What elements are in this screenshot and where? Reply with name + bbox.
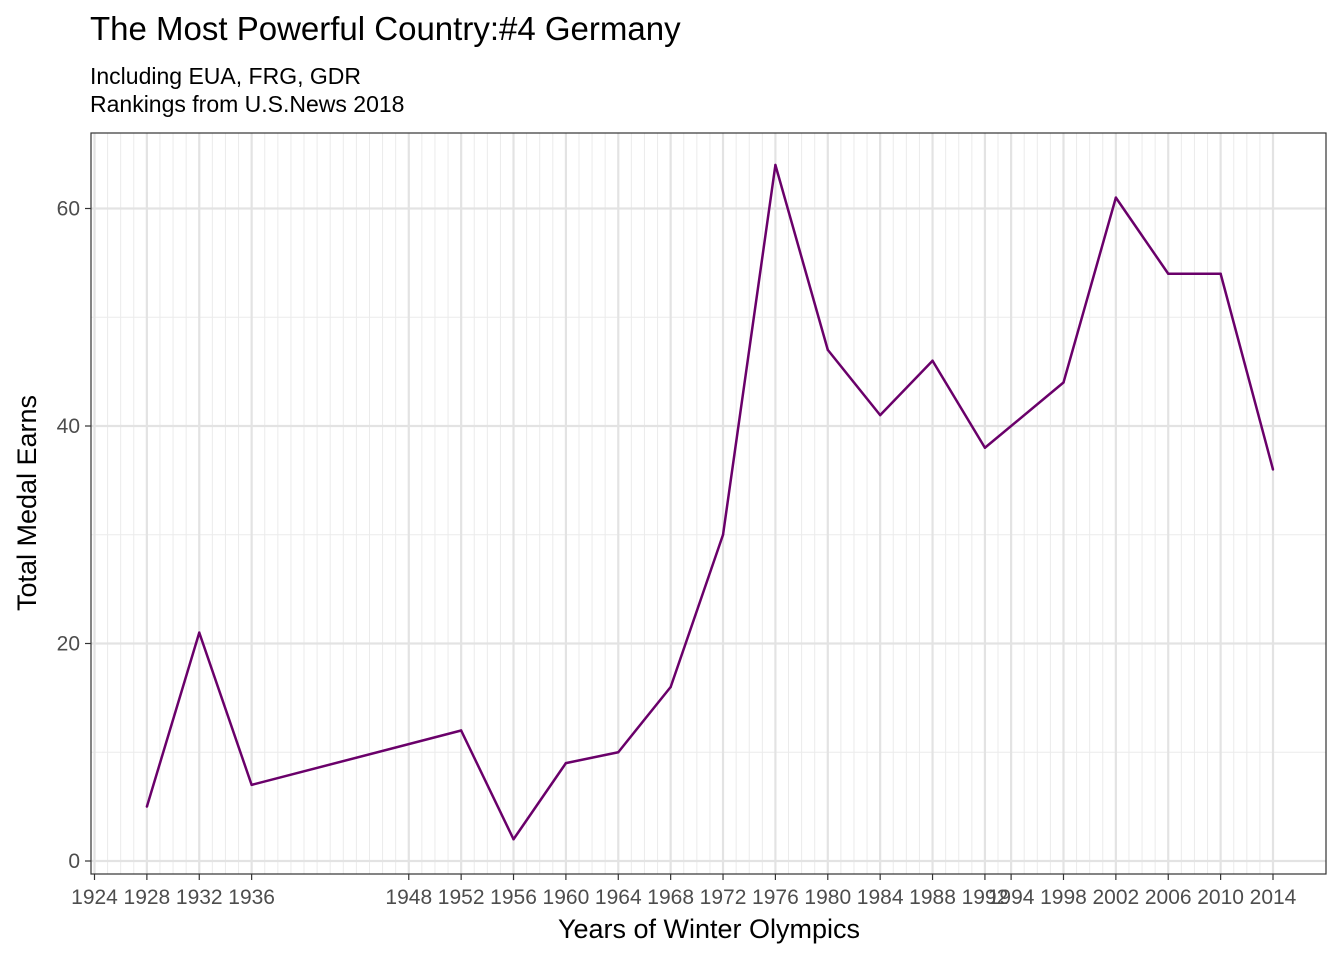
x-axis: 1924 1928 1932 1936 1948 1952 1956 1960 1964 1968… [71,874,1297,909]
x-tick-label: 1936 [228,886,275,909]
data-point [459,729,463,732]
x-tick-label: 1948 [385,886,432,909]
y-axis: 0 20 40 60 [57,198,91,873]
data-point [1271,468,1275,471]
x-tick-label: 1988 [909,886,956,909]
x-tick-label: 2014 [1250,886,1297,909]
data-point [145,805,149,808]
data-points [145,163,1275,841]
data-point [669,685,672,689]
y-tick-label: 40 [57,415,80,438]
data-point [1219,272,1222,275]
plot-background [91,133,1326,874]
x-tick-label: 1932 [176,886,223,909]
x-tick-label: 2002 [1093,886,1140,909]
x-tick-label: 2010 [1197,886,1244,909]
x-tick-label: 1980 [804,886,851,909]
y-axis-label: Total Medal Earns [12,395,42,611]
x-tick-label: 1964 [595,886,642,909]
data-point [826,348,829,352]
plot-border [90,132,1327,875]
x-tick-label: 1992 [962,886,1009,909]
data-point [1114,196,1118,199]
y-tick-label: 20 [57,633,80,656]
x-tick-label: 1994 [988,886,1035,909]
data-point [983,446,987,449]
data-point [512,838,515,841]
x-tick-label: 1968 [647,886,694,909]
x-axis-label: Years of Winter Olympics [558,914,860,944]
chart-subtitle: Including EUA, FRG, GDR Rankings from U.… [90,62,404,118]
data-point [617,751,620,754]
data-point [931,359,934,362]
chart-title: The Most Powerful Country:#4 Germany [90,10,681,47]
data-point [1167,272,1170,275]
data-point [878,413,882,417]
x-tick-label: 1960 [543,886,590,909]
data-point [1062,381,1065,384]
x-tick-label: 1972 [700,886,747,909]
x-tick-label: 1952 [438,886,485,909]
x-tick-label: 1984 [857,886,904,909]
subtitle-line-1: Including EUA, FRG, GDR [90,63,361,89]
grid-lines [91,133,1326,874]
y-tick-label: 0 [68,850,80,873]
y-tick-label: 60 [57,198,80,221]
x-tick-label: 1924 [71,886,118,909]
data-point [198,631,201,634]
x-tick-label: 1998 [1040,886,1087,909]
x-tick-label: 2006 [1145,886,1192,909]
x-tick-label: 1928 [124,886,171,909]
data-point [774,163,777,167]
data-point [250,783,253,787]
data-point [721,533,725,536]
x-tick-label: 1956 [490,886,537,909]
subtitle-line-2: Rankings from U.S.News 2018 [90,91,405,117]
data-point [564,761,568,765]
x-tick-label: 1976 [752,886,799,909]
